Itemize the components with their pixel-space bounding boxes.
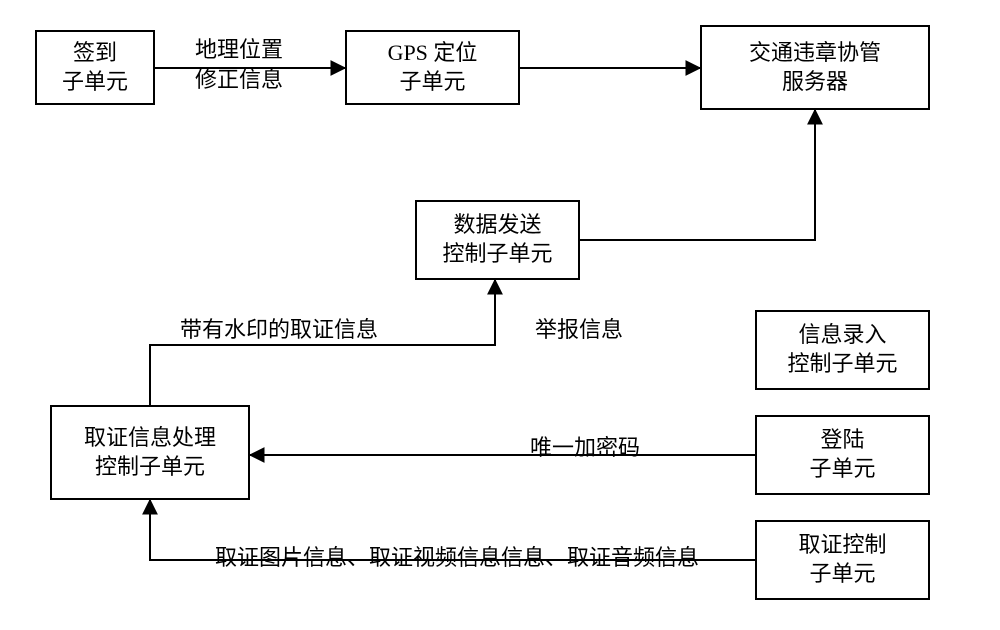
node-gps-line2: 子单元: [399, 68, 465, 97]
node-evidence-proc-line2: 控制子单元: [95, 453, 205, 482]
node-checkin-line2: 子单元: [62, 68, 128, 97]
label-geo-correct-1: 地理位置: [195, 32, 283, 64]
node-send-line2: 控制子单元: [442, 240, 552, 269]
label-evidence-types: 取证图片信息、取证视频信息信息、取证音频信息: [215, 540, 699, 572]
label-unique-code: 唯一加密码: [530, 430, 640, 462]
node-gps: GPS 定位 子单元: [345, 30, 520, 105]
node-info-entry-line2: 控制子单元: [787, 350, 897, 379]
node-evidence-ctrl-line2: 子单元: [809, 560, 875, 589]
node-server: 交通违章协管 服务器: [700, 25, 930, 110]
node-checkin: 签到 子单元: [35, 30, 155, 105]
label-watermark: 带有水印的取证信息: [180, 312, 378, 344]
label-report: 举报信息: [535, 312, 623, 344]
edge-send-to-server: [580, 110, 815, 240]
label-geo-correct-2: 修正信息: [195, 62, 283, 94]
diagram-canvas: 签到 子单元 GPS 定位 子单元 交通违章协管 服务器 数据发送 控制子单元 …: [0, 0, 1000, 630]
node-login-line2: 子单元: [809, 455, 875, 484]
node-gps-line1: GPS 定位: [388, 39, 478, 68]
node-checkin-line1: 签到: [73, 39, 117, 68]
node-evidence-ctrl: 取证控制 子单元: [755, 520, 930, 600]
node-send-line1: 数据发送: [453, 211, 541, 240]
node-info-entry: 信息录入 控制子单元: [755, 310, 930, 390]
node-server-line2: 服务器: [782, 68, 848, 97]
node-evidence-proc-line1: 取证信息处理: [84, 424, 216, 453]
node-evidence-ctrl-line1: 取证控制: [798, 531, 886, 560]
node-send: 数据发送 控制子单元: [415, 200, 580, 280]
node-server-line1: 交通违章协管: [749, 39, 881, 68]
node-evidence-proc: 取证信息处理 控制子单元: [50, 405, 250, 500]
node-info-entry-line1: 信息录入: [798, 321, 886, 350]
node-login: 登陆 子单元: [755, 415, 930, 495]
node-login-line1: 登陆: [820, 426, 864, 455]
